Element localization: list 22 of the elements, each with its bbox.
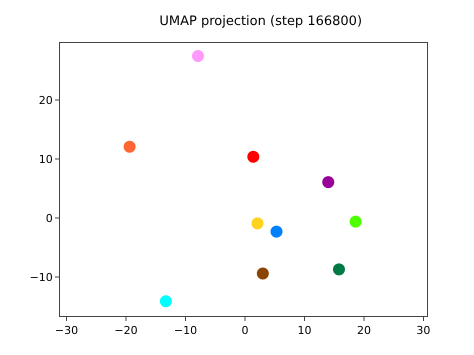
x-tick-label: 10: [297, 324, 312, 338]
x-tick-label: −10: [174, 324, 198, 338]
x-tick-label: 0: [241, 324, 248, 338]
point: [192, 50, 204, 62]
point: [256, 268, 269, 280]
x-tick-label: 30: [416, 324, 430, 338]
point: [322, 176, 334, 188]
point: [270, 226, 283, 238]
point: [124, 140, 136, 153]
y-tick-label: 10: [38, 153, 53, 166]
x-tick-label: −20: [114, 324, 138, 338]
point: [332, 263, 345, 276]
x-tick-label: 20: [356, 324, 371, 338]
point: [350, 216, 362, 228]
point: [251, 217, 264, 230]
chart-title: UMAP projection (step 166800): [159, 14, 362, 30]
y-tick-label: 0: [46, 212, 53, 225]
point: [247, 150, 260, 163]
point: [160, 295, 172, 308]
y-tick-label: −10: [30, 270, 53, 284]
y-tick-label: 20: [38, 94, 53, 108]
x-tick-label: −30: [54, 324, 78, 338]
